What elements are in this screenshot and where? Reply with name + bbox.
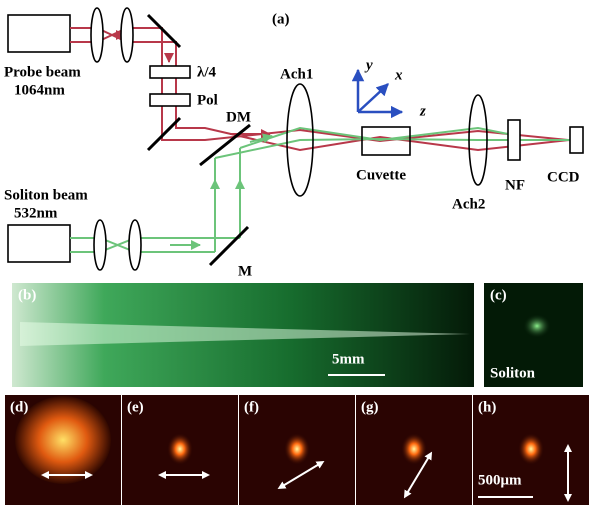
scale-label: 500μm [478, 472, 522, 488]
axis-label: z [419, 103, 426, 119]
label: M [238, 263, 252, 279]
scale-label: 5mm [332, 351, 365, 367]
panel-b: (b) 5mm [12, 283, 474, 387]
label: NF [505, 177, 525, 193]
panel-c: (c) Soliton [484, 283, 583, 387]
lens [129, 220, 141, 270]
lens [121, 8, 133, 62]
figure: (a) Probe beam 1064nm λ/4 Pol DM Ach1 y … [0, 0, 595, 508]
probe-laser [8, 15, 70, 52]
beam-spot [401, 433, 427, 465]
lens [287, 84, 313, 196]
notch-filter [508, 120, 520, 160]
soliton-spot [523, 314, 551, 338]
panel-label: (c) [490, 287, 507, 303]
axis-label: y [364, 57, 373, 73]
label: Ach1 [280, 66, 313, 82]
polarizer [150, 94, 190, 106]
panels-bottom: (d) (e) (f) (g) (h) 500μm [5, 395, 589, 505]
lens [91, 8, 103, 62]
panel-label: (b) [18, 287, 36, 303]
arrow [380, 84, 388, 92]
ccd [570, 127, 583, 153]
caption: Soliton [490, 365, 536, 381]
label: Ach2 [452, 196, 485, 212]
beam-spot [15, 396, 111, 484]
label: 532nm [14, 205, 58, 221]
panel-label: (g) [361, 399, 379, 415]
label: Probe beam [4, 64, 81, 80]
label: 1064nm [14, 82, 65, 98]
axes [358, 72, 398, 112]
panel-label: (h) [478, 399, 496, 415]
panel-label: (d) [10, 399, 28, 415]
axis-label: x [394, 67, 403, 83]
panel-label: (f) [244, 399, 259, 415]
mirror [148, 118, 180, 150]
label: Soliton beam [4, 187, 88, 203]
beam-spot [284, 433, 310, 465]
panel-label: (e) [127, 399, 144, 415]
beam-spot [518, 433, 544, 465]
panel-label: (a) [272, 11, 290, 27]
label: λ/4 [197, 64, 217, 80]
beam-spot [167, 433, 193, 465]
label: Pol [197, 92, 218, 108]
label: Cuvette [356, 167, 406, 183]
label: DM [226, 109, 251, 125]
soliton-laser [8, 225, 70, 262]
panel-a: (a) Probe beam 1064nm λ/4 Pol DM Ach1 y … [4, 8, 583, 279]
lens [94, 220, 106, 270]
dichroic-mirror [200, 125, 250, 165]
label: CCD [547, 169, 580, 185]
waveplate [150, 66, 190, 78]
